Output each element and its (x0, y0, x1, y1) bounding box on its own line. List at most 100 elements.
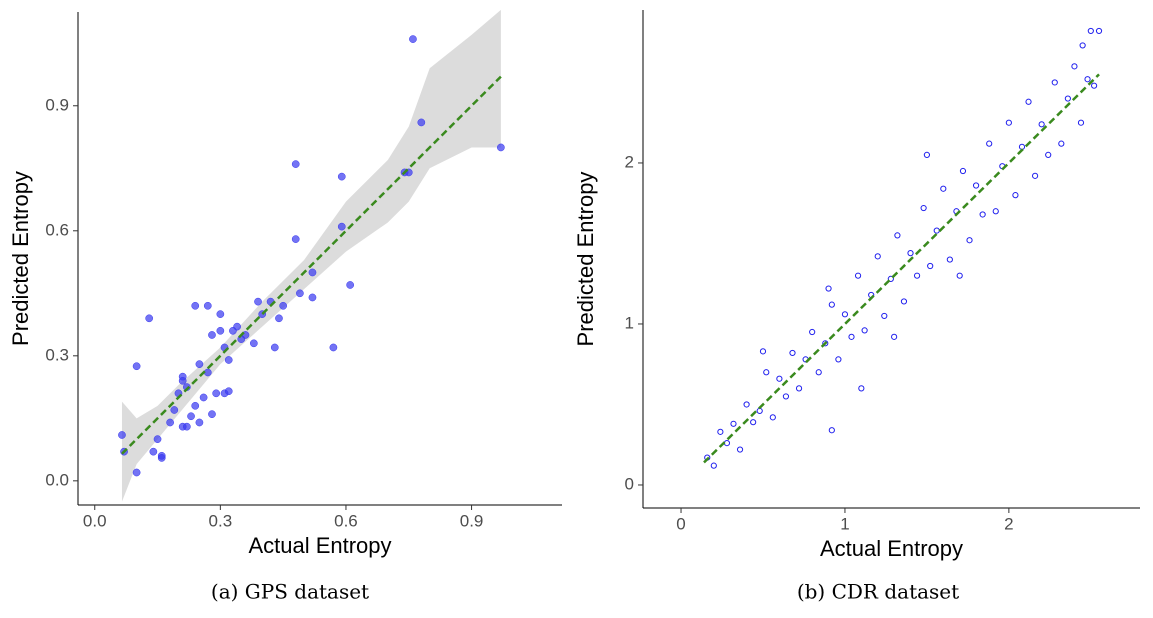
point (212, 389, 221, 398)
point (750, 419, 757, 426)
point (233, 322, 241, 331)
x-tick-label: 0 (676, 514, 685, 533)
point (825, 285, 832, 292)
point (815, 369, 822, 376)
y-tick-label: 0.6 (45, 220, 69, 239)
point (308, 268, 317, 277)
point (1025, 98, 1032, 105)
point (861, 327, 868, 334)
point (216, 310, 225, 318)
point (966, 237, 973, 244)
point (913, 272, 921, 279)
point (854, 272, 862, 279)
point (195, 360, 204, 368)
point (132, 362, 141, 371)
point (835, 356, 842, 363)
point (296, 289, 304, 298)
x-axis-title: Actual Entropy (248, 533, 391, 558)
point (224, 387, 233, 396)
x-tick-label: 0.9 (460, 511, 484, 530)
confidence-band (121, 9, 501, 502)
point (1045, 151, 1052, 159)
point (224, 356, 233, 364)
point (118, 431, 126, 439)
point (337, 222, 346, 231)
point (907, 250, 914, 257)
x-tick-label: 2 (1004, 514, 1013, 533)
x-axis-title: Actual Entropy (820, 536, 963, 561)
point (329, 343, 338, 352)
y-tick-label: 0.3 (45, 345, 69, 364)
point (972, 182, 980, 189)
point (986, 140, 993, 147)
point (178, 376, 187, 385)
y-tick-label: 0 (625, 474, 634, 493)
point (1077, 119, 1085, 126)
y-tick-label: 2 (625, 152, 634, 171)
point (822, 340, 829, 347)
point (308, 293, 317, 302)
point (743, 401, 750, 408)
point (170, 406, 179, 414)
point (894, 232, 901, 239)
point (249, 339, 258, 348)
point (1084, 76, 1091, 83)
point (730, 420, 737, 427)
point (208, 331, 216, 339)
point (940, 185, 947, 192)
point (900, 298, 908, 305)
point (199, 393, 208, 402)
point (927, 262, 934, 270)
point (933, 227, 940, 234)
point (782, 393, 790, 400)
x-tick-label: 1 (840, 514, 849, 533)
point (187, 412, 195, 421)
point (1012, 192, 1019, 199)
point (858, 385, 865, 392)
point (1095, 27, 1103, 35)
point (157, 451, 166, 460)
point (1031, 172, 1039, 179)
x-tick-label: 0.0 (83, 511, 107, 530)
point (769, 414, 776, 421)
point (270, 343, 279, 352)
point (992, 208, 999, 215)
point (417, 118, 426, 127)
point (195, 418, 204, 427)
caption: (b) CDR dataset (797, 580, 959, 604)
fit-line (121, 75, 502, 455)
point (166, 418, 174, 427)
point (291, 160, 300, 168)
point (891, 333, 898, 340)
point (874, 253, 881, 260)
point (497, 143, 505, 152)
point (759, 348, 767, 355)
point (1005, 119, 1012, 126)
point (1087, 27, 1094, 35)
point (132, 468, 141, 477)
point (710, 462, 717, 469)
point (946, 256, 953, 263)
point (881, 312, 888, 320)
caption: (a) GPS dataset (211, 580, 369, 604)
point (923, 151, 931, 159)
point (887, 275, 894, 282)
point (279, 301, 288, 310)
point (183, 422, 191, 431)
point (979, 211, 986, 218)
point (828, 301, 835, 308)
x-tick-label: 0.3 (209, 511, 233, 530)
point (409, 35, 417, 43)
point (337, 172, 346, 181)
point (191, 401, 200, 410)
point (149, 447, 158, 456)
y-tick-label: 0.0 (45, 470, 69, 489)
point (1071, 63, 1078, 70)
point (841, 311, 849, 318)
point (809, 328, 816, 336)
x-tick-label: 0.6 (334, 511, 358, 530)
point (956, 272, 963, 279)
point (1079, 42, 1086, 49)
point (275, 314, 283, 323)
